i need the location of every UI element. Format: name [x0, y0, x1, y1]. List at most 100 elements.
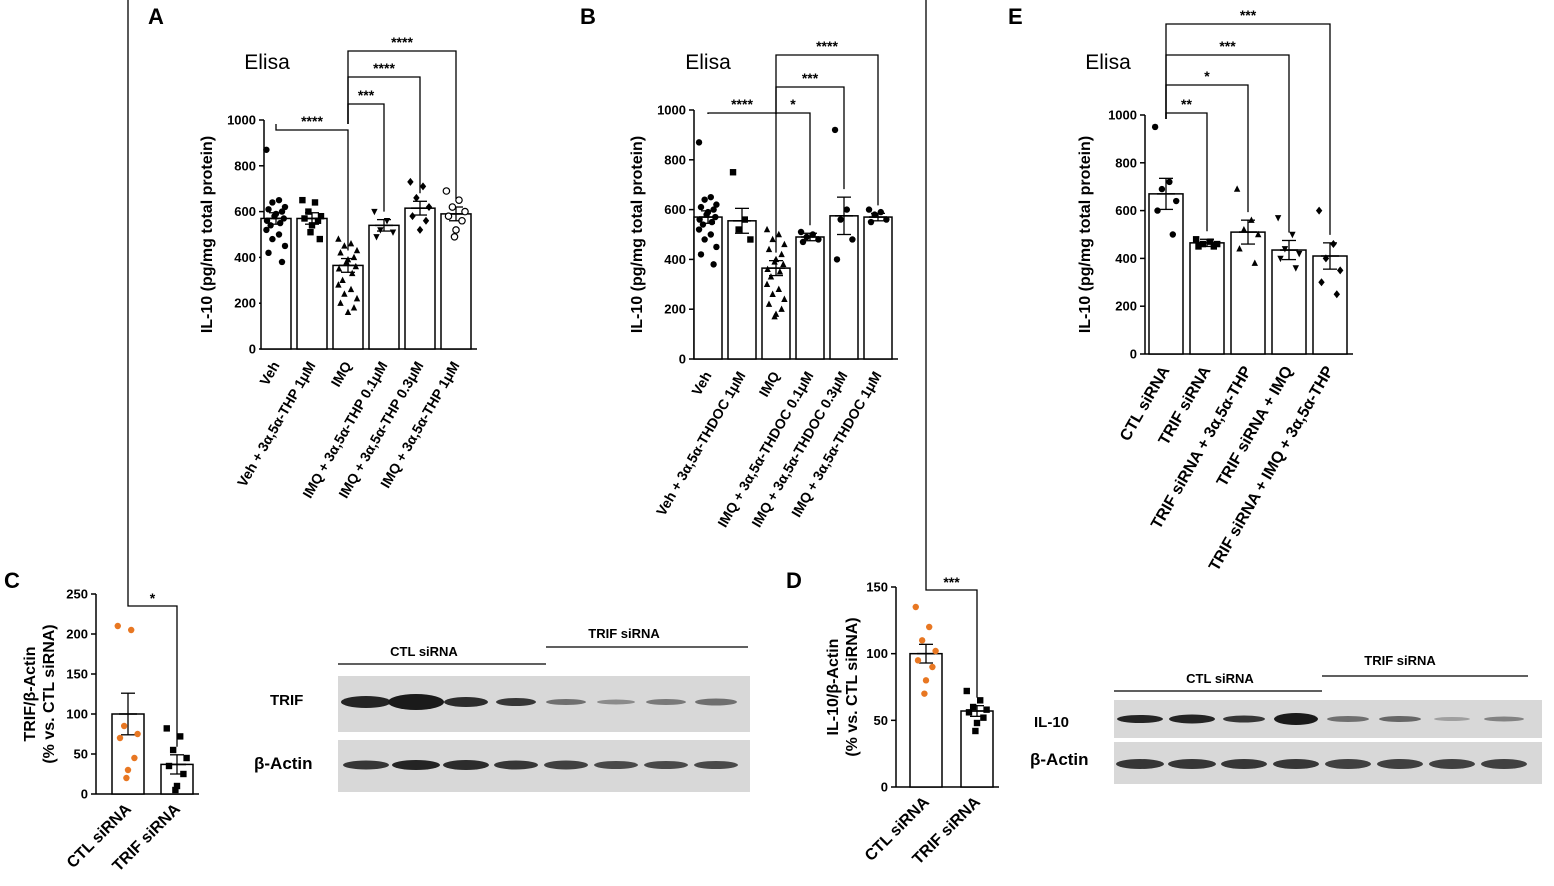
y-tick-label: 200	[66, 627, 88, 642]
blot-band	[1169, 714, 1215, 724]
data-point	[809, 231, 816, 238]
data-point	[341, 290, 348, 297]
data-point	[275, 231, 283, 238]
data-point	[271, 212, 278, 220]
data-point	[1173, 197, 1180, 205]
data-point	[867, 218, 875, 226]
data-point	[1236, 245, 1243, 252]
data-point	[173, 782, 181, 790]
data-point	[448, 203, 457, 211]
data-point	[265, 249, 272, 257]
blot-band	[1223, 715, 1265, 723]
significance-bracket	[347, 103, 385, 212]
category-label: IMQ	[756, 368, 783, 399]
blot-d-bands-row2	[1116, 759, 1527, 769]
blot-band	[1168, 759, 1216, 769]
significance-label: ***	[358, 87, 375, 103]
data-point	[308, 222, 316, 229]
data-point	[969, 703, 977, 711]
panel-label-c: C	[4, 568, 20, 593]
significance-label: ***	[1240, 7, 1257, 23]
blot-d: CTL siRNA TRIF siRNA IL-10 β-Actin	[1030, 653, 1542, 784]
y-tick-label: 1000	[227, 113, 256, 128]
data-point	[769, 290, 776, 297]
bar	[368, 224, 400, 350]
data-point	[843, 206, 850, 213]
data-point	[458, 216, 466, 225]
data-point	[120, 722, 128, 730]
y-tick-label: 400	[1115, 251, 1137, 266]
chart-title: Elisa	[685, 51, 731, 74]
y-tick-label: 0	[1130, 347, 1137, 362]
data-point	[269, 235, 276, 243]
panel-label-b: B	[580, 4, 596, 29]
y-tick-label: 600	[234, 204, 256, 219]
bar	[260, 217, 292, 350]
data-point	[377, 227, 384, 234]
category-label: Veh	[256, 359, 282, 389]
blot-band	[1221, 759, 1267, 769]
data-point	[335, 265, 343, 272]
data-point	[747, 236, 754, 243]
data-point	[263, 217, 271, 224]
blot-band	[1429, 759, 1475, 769]
data-point	[764, 265, 771, 273]
data-point	[278, 208, 286, 215]
data-point	[1158, 185, 1166, 193]
blot-c-group1-label: CTL siRNA	[390, 644, 458, 659]
data-point	[311, 199, 319, 206]
y-axis-label-line: IL-10/β-Actin	[825, 639, 842, 736]
y-tick-label: 800	[1115, 155, 1137, 170]
data-point	[461, 207, 469, 216]
significance-label: ***	[1219, 38, 1236, 54]
y-tick-label: 0	[249, 342, 256, 357]
data-point	[1274, 215, 1282, 222]
significance-bracket	[1165, 23, 1331, 235]
blot-c: CTL siRNA TRIF siRNA TRIF β-Actin	[254, 626, 750, 792]
data-point	[775, 285, 782, 292]
data-point	[710, 261, 717, 268]
data-point	[735, 226, 742, 233]
data-point	[983, 706, 990, 713]
blot-band	[388, 694, 444, 710]
data-point	[837, 216, 844, 223]
panel-label-a: A	[148, 4, 164, 29]
data-point	[1214, 240, 1221, 248]
significance-label: ****	[731, 96, 753, 112]
blot-band	[343, 760, 389, 770]
blot-band	[594, 761, 638, 769]
bar	[1189, 242, 1225, 355]
blot-band	[644, 761, 688, 769]
blot-band	[1379, 716, 1421, 722]
blot-band	[546, 699, 586, 705]
data-point	[963, 687, 970, 695]
data-point	[1322, 254, 1330, 263]
data-point	[695, 226, 703, 233]
data-point	[1333, 290, 1340, 299]
blot-band	[1434, 717, 1470, 721]
data-point	[350, 304, 358, 311]
data-point	[1318, 278, 1325, 287]
data-point	[781, 240, 788, 248]
data-point	[803, 233, 810, 241]
significance-label: *	[1204, 68, 1210, 84]
data-point	[307, 229, 314, 236]
blot-band	[597, 699, 635, 705]
significance-bracket	[707, 112, 777, 253]
chart-a: Elisa IL-10 (pg/mg total protein) 0 200 400 6…	[199, 34, 477, 501]
data-point	[699, 221, 707, 228]
blot-band	[1481, 759, 1527, 769]
bar	[727, 220, 757, 360]
data-point	[912, 603, 919, 611]
data-point	[1255, 230, 1262, 238]
bar	[1230, 231, 1266, 355]
y-tick-label: 0	[679, 352, 686, 367]
data-point	[1277, 255, 1284, 263]
data-point	[707, 231, 714, 238]
data-point	[831, 126, 839, 134]
data-point	[781, 295, 788, 302]
data-point	[371, 208, 378, 216]
data-point	[442, 187, 451, 195]
y-tick-label: 200	[234, 296, 256, 311]
